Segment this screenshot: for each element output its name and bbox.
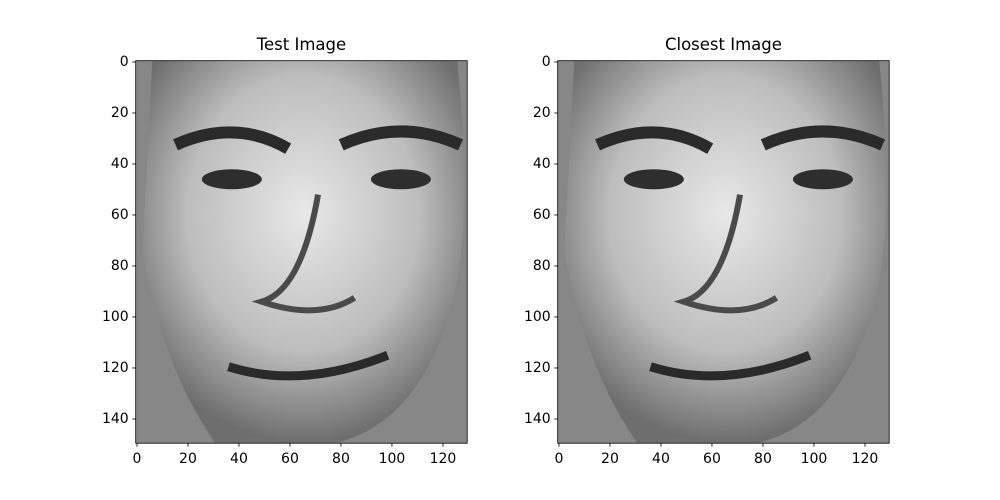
y-tick-label: 140 bbox=[524, 411, 551, 427]
y-tick-label: 60 bbox=[533, 207, 551, 223]
y-tick-label: 100 bbox=[524, 309, 551, 325]
y-tick-label: 80 bbox=[111, 258, 129, 274]
eye bbox=[370, 169, 431, 190]
y-tick-label: 40 bbox=[533, 156, 551, 172]
brow bbox=[173, 126, 292, 154]
x-tick-label: 40 bbox=[230, 451, 248, 467]
nose bbox=[673, 194, 779, 314]
nose bbox=[251, 194, 357, 314]
brow bbox=[760, 125, 886, 151]
y-tick-label: 20 bbox=[111, 105, 129, 121]
x-tick-label: 120 bbox=[430, 451, 457, 467]
eye bbox=[623, 169, 684, 190]
y-tick-label: 0 bbox=[120, 54, 129, 70]
y-tick-label: 0 bbox=[542, 54, 551, 70]
x-tick-label: 60 bbox=[703, 451, 721, 467]
x-tick-label: 20 bbox=[179, 451, 197, 467]
x-tick-label: 20 bbox=[601, 451, 619, 467]
axes-title: Closest Image bbox=[665, 35, 782, 54]
y-tick-label: 20 bbox=[533, 105, 551, 121]
x-tick-label: 0 bbox=[133, 451, 142, 467]
x-tick-label: 60 bbox=[281, 451, 299, 467]
x-tick-label: 120 bbox=[852, 451, 879, 467]
y-tick-label: 120 bbox=[102, 360, 129, 376]
y-tick-label: 120 bbox=[524, 360, 551, 376]
axes-frame bbox=[135, 60, 468, 444]
axes-frame bbox=[557, 60, 890, 444]
x-tick-label: 100 bbox=[801, 451, 828, 467]
x-tick-label: 40 bbox=[652, 451, 670, 467]
x-tick-label: 80 bbox=[332, 451, 350, 467]
mouth bbox=[649, 351, 812, 381]
axes-title: Test Image bbox=[256, 35, 346, 54]
y-tick-label: 40 bbox=[111, 156, 129, 172]
x-tick-label: 0 bbox=[555, 451, 564, 467]
eye bbox=[792, 169, 853, 190]
eye bbox=[201, 169, 262, 190]
x-tick-label: 80 bbox=[754, 451, 772, 467]
brow bbox=[595, 126, 714, 154]
mouth bbox=[227, 351, 390, 381]
image bbox=[135, 60, 468, 444]
y-tick-label: 60 bbox=[111, 207, 129, 223]
y-tick-label: 80 bbox=[533, 258, 551, 274]
image bbox=[557, 60, 890, 444]
y-tick-label: 140 bbox=[102, 411, 129, 427]
x-tick-label: 100 bbox=[379, 451, 406, 467]
brow bbox=[338, 125, 464, 151]
y-tick-label: 100 bbox=[102, 309, 129, 325]
